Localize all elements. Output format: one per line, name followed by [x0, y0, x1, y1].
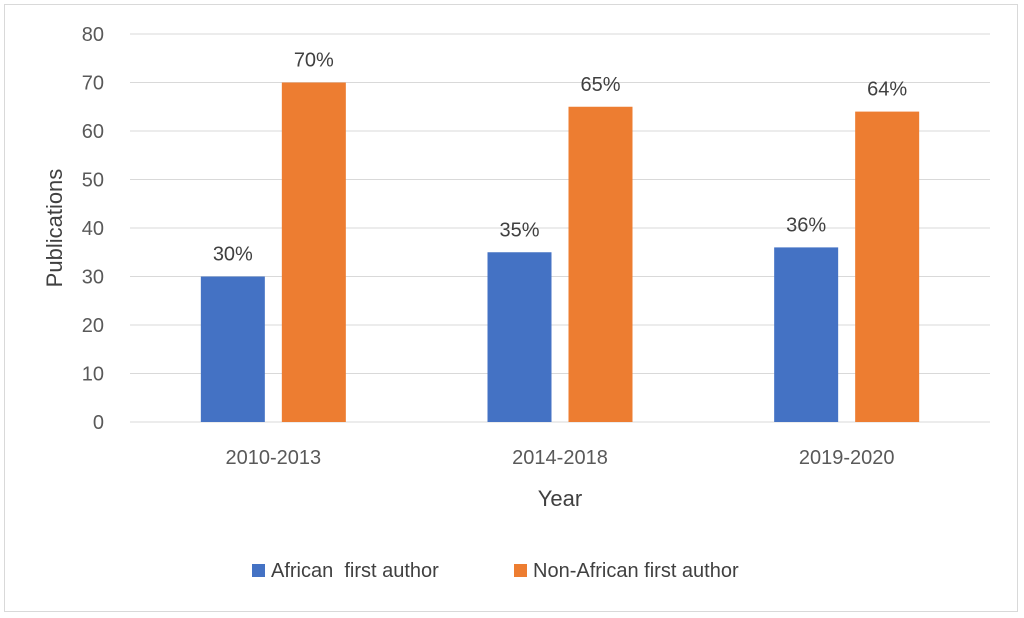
x-axis-ticks: 2010-2013 2014-2018 2019-2020 — [226, 447, 895, 469]
data-label: 36% — [786, 214, 826, 236]
x-tick-label: 2014-2018 — [512, 447, 608, 469]
y-tick-label: 20 — [82, 315, 104, 337]
y-tick-label: 50 — [82, 170, 104, 192]
legend-swatch — [252, 564, 265, 577]
bar — [568, 106, 633, 422]
y-tick-label: 60 — [82, 121, 104, 143]
gridlines — [130, 33, 990, 374]
data-label: 64% — [867, 79, 907, 101]
data-labels: 30% 70% 35% 65% 36% 64% — [213, 50, 908, 266]
y-axis-ticks: 0 10 20 30 40 50 60 70 80 — [82, 24, 104, 434]
data-label: 30% — [213, 244, 253, 266]
bar — [774, 247, 839, 422]
x-tick-label: 2019-2020 — [799, 447, 895, 469]
y-tick-label: 10 — [82, 364, 104, 386]
bar — [487, 252, 552, 422]
y-axis-title: Publications — [42, 169, 67, 288]
y-tick-label: 0 — [93, 412, 104, 434]
bars — [200, 82, 920, 422]
x-axis-title: Year — [538, 486, 582, 511]
x-tick-label: 2010-2013 — [226, 447, 322, 469]
y-tick-label: 30 — [82, 267, 104, 289]
y-tick-label: 70 — [82, 73, 104, 95]
legend-swatch — [514, 564, 527, 577]
data-label: 70% — [294, 50, 334, 72]
legend-label: Non-African first author — [533, 560, 739, 582]
data-label: 35% — [499, 219, 539, 241]
legend: African first author Non-African first au… — [252, 560, 739, 582]
bar — [281, 82, 346, 422]
data-label: 65% — [580, 74, 620, 96]
legend-label: African first author — [271, 560, 439, 582]
bar — [200, 276, 265, 422]
y-tick-label: 40 — [82, 218, 104, 240]
bar — [855, 111, 920, 422]
y-tick-label: 80 — [82, 24, 104, 46]
